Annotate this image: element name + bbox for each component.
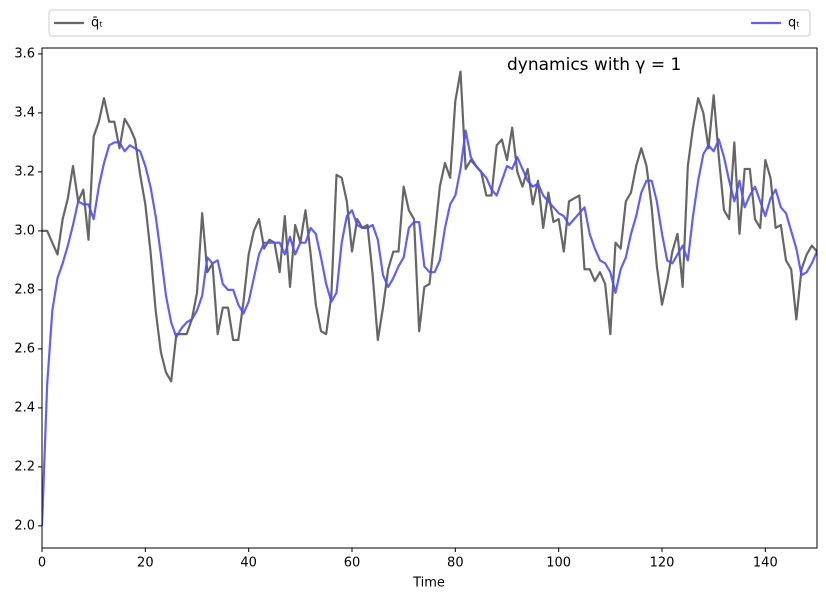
plot-frame bbox=[41, 47, 818, 549]
x-tick-label: 60 bbox=[344, 556, 361, 571]
y-tick-label: 2.0 bbox=[14, 518, 35, 533]
y-tick-label: 3.2 bbox=[14, 164, 35, 179]
annotation: dynamics with γ = 1 bbox=[507, 55, 681, 75]
series-line bbox=[42, 129, 817, 526]
x-tick-label: 80 bbox=[447, 556, 464, 571]
y-tick-label: 3.0 bbox=[14, 223, 35, 238]
legend-label: q̄ₜ bbox=[91, 16, 103, 31]
y-tick-label: 2.4 bbox=[14, 400, 35, 415]
x-tick-label: 40 bbox=[240, 556, 257, 571]
y-tick-label: 3.6 bbox=[14, 46, 35, 61]
x-tick-label: 140 bbox=[753, 556, 778, 571]
x-tick-label: 100 bbox=[546, 556, 571, 571]
y-tick-label: 2.2 bbox=[14, 459, 35, 474]
x-tick-label: 0 bbox=[38, 556, 46, 571]
y-tick-label: 3.4 bbox=[14, 105, 35, 120]
y-tick-label: 2.6 bbox=[14, 341, 35, 356]
x-tick-label: 20 bbox=[137, 556, 154, 571]
legend-box bbox=[48, 9, 811, 37]
series-line bbox=[42, 70, 817, 383]
y-tick-label: 2.8 bbox=[14, 282, 35, 297]
x-tick-label: 120 bbox=[650, 556, 675, 571]
x-axis-label: Time bbox=[412, 576, 445, 591]
legend-label: qₜ bbox=[788, 16, 800, 31]
